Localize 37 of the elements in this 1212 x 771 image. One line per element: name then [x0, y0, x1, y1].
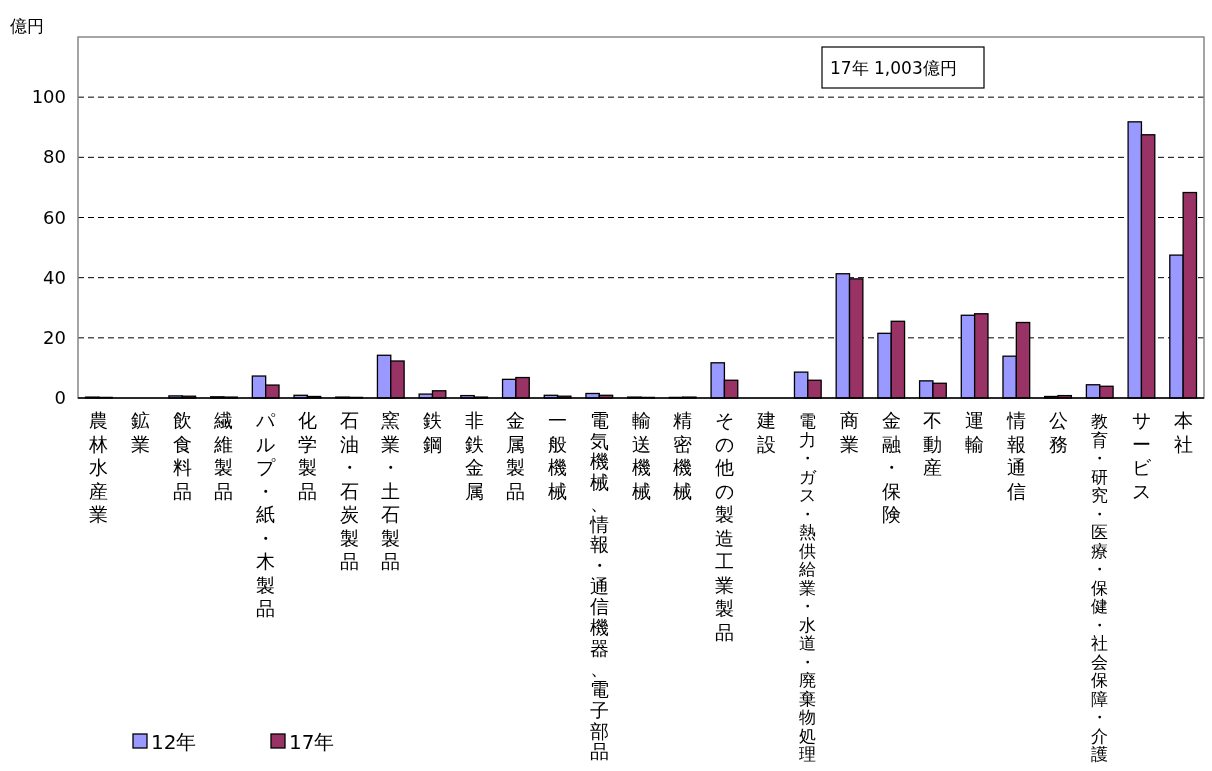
x-tick-label: 鉱業 — [131, 409, 151, 455]
y-tick-label: 40 — [43, 266, 66, 288]
x-tick-label: 商業 — [840, 409, 860, 455]
x-tick-label: 本社 — [1173, 409, 1193, 455]
x-tick-label: 非鉄金属 — [464, 409, 484, 502]
x-tick-label: 石油・石炭製品 — [339, 409, 359, 572]
y-tick-label: 100 — [31, 86, 66, 108]
x-tick-label: 公務 — [1048, 409, 1068, 455]
category-label: 電気機械、情報・通信機器、電子部品 — [589, 409, 609, 763]
x-tick-label: 建設 — [755, 409, 776, 455]
y-tick-label: 80 — [43, 146, 66, 168]
x-tick-label: 運輸 — [965, 409, 985, 455]
x-tick-label: 一般機械 — [548, 409, 568, 502]
x-tick-label: 鉄鋼 — [422, 409, 442, 455]
annotation: 17年 1,003億円 — [830, 58, 957, 78]
x-tick-label: サービス — [1131, 409, 1152, 502]
y-tick-label: 20 — [43, 326, 66, 348]
y-tick-label: 60 — [43, 206, 66, 228]
category-label: 電力・ガス・熱供給業・水道・廃棄物処理 — [799, 411, 817, 765]
x-tick-label: 化学製品 — [297, 409, 317, 502]
category-label: 教育・研究・医療・保健・社会保障・介護 — [1091, 411, 1109, 765]
x-tick-label: 金融・保険 — [881, 409, 901, 525]
x-tick-label: 農林水産業 — [88, 409, 109, 525]
legend-label: 12年 — [151, 730, 197, 754]
x-tick-label: 不動産 — [923, 409, 943, 478]
x-tick-label: 飲食料品 — [172, 409, 192, 502]
x-tick-label: 繊維製品 — [213, 409, 234, 502]
category-label: その他の製造工業製品 — [714, 409, 734, 643]
y-axis-title: 億円 — [10, 16, 44, 36]
x-tick-label: 精密機械 — [673, 409, 693, 502]
legend-label: 17年 — [289, 730, 335, 754]
y-tick-label: 0 — [54, 387, 66, 408]
category-label: パルプ・紙・木製品 — [256, 409, 276, 619]
x-tick-label: 窯業・土石製品 — [381, 409, 401, 572]
x-tick-label: 情報通信 — [1005, 409, 1026, 502]
x-tick-label: 金属製品 — [506, 409, 526, 502]
x-tick-label: 輸送機械 — [631, 409, 651, 502]
